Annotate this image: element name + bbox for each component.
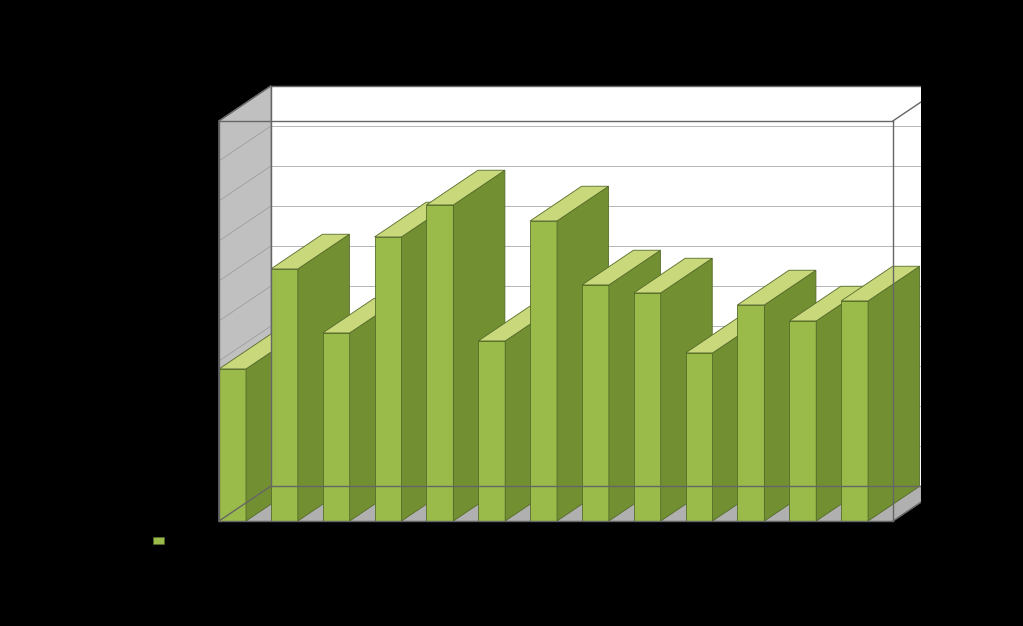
Polygon shape bbox=[219, 486, 944, 521]
Polygon shape bbox=[374, 202, 453, 237]
Polygon shape bbox=[505, 306, 557, 521]
Polygon shape bbox=[738, 305, 764, 521]
Polygon shape bbox=[401, 202, 453, 521]
Polygon shape bbox=[322, 333, 350, 521]
Polygon shape bbox=[609, 250, 661, 521]
Polygon shape bbox=[661, 259, 712, 521]
Polygon shape bbox=[427, 170, 505, 205]
Polygon shape bbox=[869, 266, 920, 521]
Polygon shape bbox=[270, 86, 944, 486]
Polygon shape bbox=[558, 186, 609, 521]
Polygon shape bbox=[582, 285, 609, 521]
Polygon shape bbox=[478, 306, 557, 341]
Polygon shape bbox=[219, 334, 298, 369]
Polygon shape bbox=[816, 286, 868, 521]
Polygon shape bbox=[271, 234, 350, 269]
Polygon shape bbox=[530, 186, 609, 221]
Polygon shape bbox=[153, 537, 164, 543]
Polygon shape bbox=[322, 298, 401, 333]
Polygon shape bbox=[790, 286, 868, 321]
Polygon shape bbox=[634, 293, 661, 521]
Polygon shape bbox=[427, 205, 453, 521]
Polygon shape bbox=[634, 259, 712, 293]
Polygon shape bbox=[841, 301, 869, 521]
Polygon shape bbox=[350, 298, 401, 521]
Polygon shape bbox=[478, 341, 505, 521]
Polygon shape bbox=[219, 369, 246, 521]
Polygon shape bbox=[790, 321, 816, 521]
Polygon shape bbox=[246, 334, 298, 521]
Polygon shape bbox=[271, 269, 298, 521]
Polygon shape bbox=[582, 250, 661, 285]
Polygon shape bbox=[530, 221, 558, 521]
Polygon shape bbox=[685, 353, 713, 521]
Polygon shape bbox=[685, 318, 764, 353]
Polygon shape bbox=[453, 170, 505, 521]
Polygon shape bbox=[841, 266, 920, 301]
Polygon shape bbox=[374, 237, 401, 521]
Polygon shape bbox=[713, 318, 764, 521]
Polygon shape bbox=[219, 86, 270, 521]
Polygon shape bbox=[738, 270, 816, 305]
Polygon shape bbox=[764, 270, 816, 521]
Polygon shape bbox=[298, 234, 350, 521]
